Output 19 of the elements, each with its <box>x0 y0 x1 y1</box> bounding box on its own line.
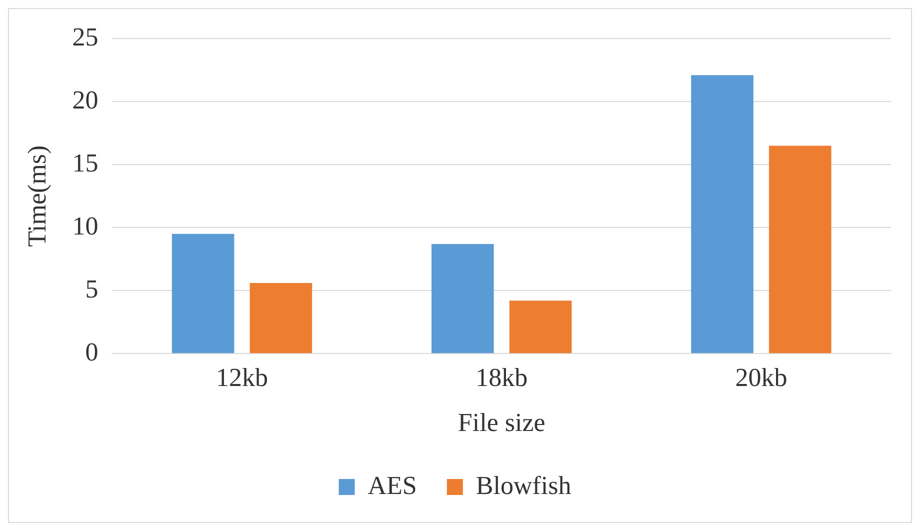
y-tick-label: 20 <box>72 85 98 114</box>
bar <box>432 244 494 354</box>
y-axis-title: Time(ms) <box>22 145 52 247</box>
x-axis-title: File size <box>458 408 546 438</box>
bar <box>250 283 312 354</box>
y-tick-label: 0 <box>85 337 98 366</box>
x-tick-label: 12kb <box>216 363 268 392</box>
legend-label: Blowfish <box>476 470 572 500</box>
y-tick-label: 5 <box>85 274 98 304</box>
x-tick-label: 18kb <box>476 363 528 392</box>
x-tick-label: 20kb <box>735 363 788 392</box>
legend-label: AES <box>368 470 417 500</box>
bar <box>172 234 234 354</box>
y-tick-label: 15 <box>72 148 98 178</box>
bar <box>691 75 754 354</box>
bar <box>509 300 572 354</box>
bar <box>768 146 832 354</box>
y-tick-label: 25 <box>72 22 98 52</box>
y-tick-label: 10 <box>72 211 98 240</box>
